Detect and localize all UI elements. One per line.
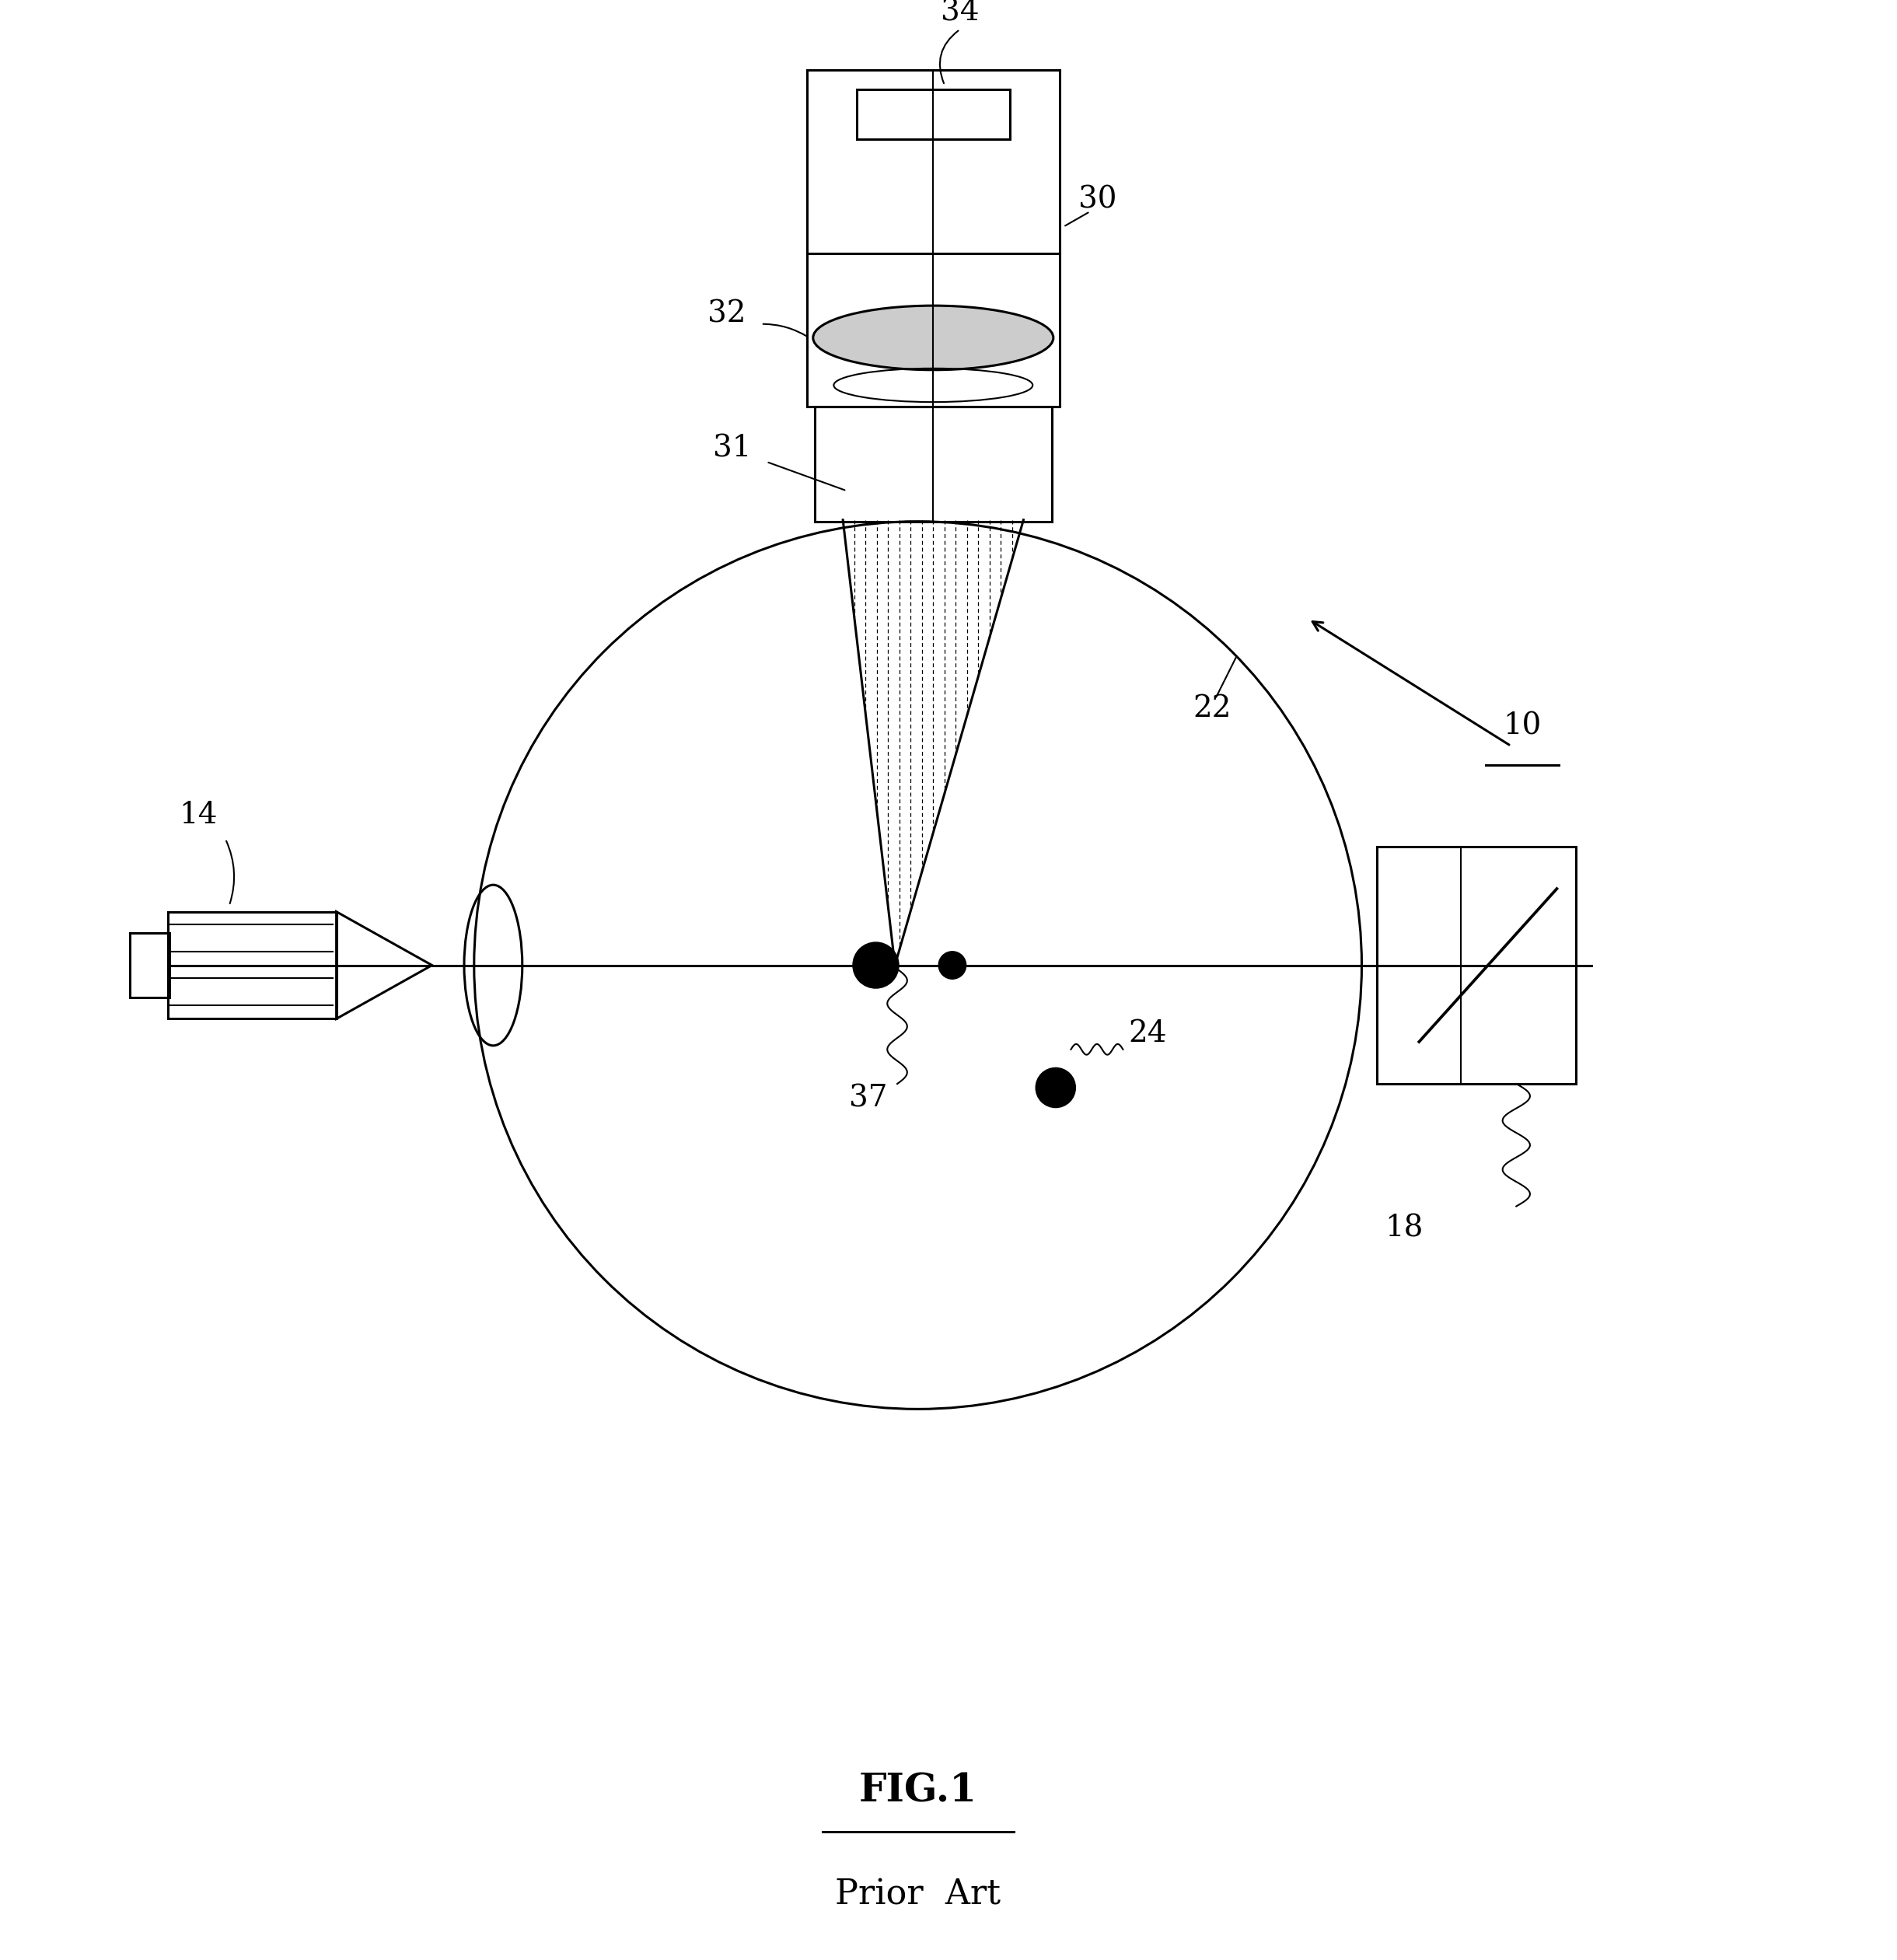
Text: Prior  Art: Prior Art: [835, 1878, 1002, 1911]
Circle shape: [854, 943, 899, 988]
Bar: [806, 71, 1059, 253]
Text: 34: 34: [941, 0, 979, 25]
Text: 24: 24: [1129, 1019, 1167, 1049]
Circle shape: [939, 951, 966, 978]
Bar: [1377, 847, 1576, 1084]
Text: 31: 31: [713, 433, 751, 463]
Ellipse shape: [814, 306, 1053, 370]
Text: 22: 22: [1193, 694, 1231, 723]
Bar: [814, 406, 1051, 521]
Text: 18: 18: [1385, 1215, 1423, 1243]
Text: FIG.1: FIG.1: [859, 1772, 977, 1811]
Text: 30: 30: [1079, 184, 1117, 214]
Text: 10: 10: [1502, 711, 1542, 741]
Circle shape: [1036, 1068, 1076, 1107]
Bar: [169, 911, 336, 1019]
Text: 32: 32: [708, 300, 746, 329]
Bar: [129, 933, 169, 998]
Text: 14: 14: [180, 802, 218, 829]
Bar: [806, 253, 1059, 406]
Bar: [857, 88, 1009, 139]
Text: 37: 37: [850, 1084, 888, 1113]
